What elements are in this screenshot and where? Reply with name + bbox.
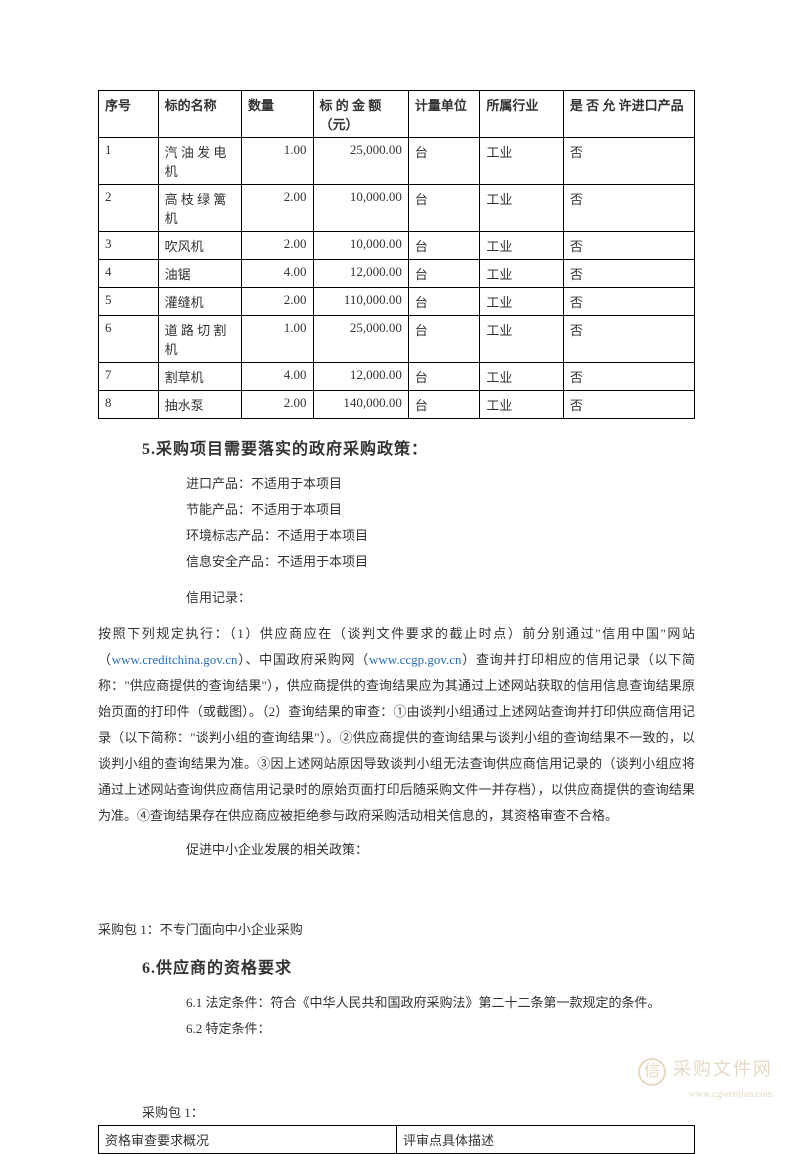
table-cell: 油锯 [158,260,241,288]
credit-paragraph: 按照下列规定执行：（1）供应商应在（谈判文件要求的截止时点）前分别通过"信用中国… [98,621,695,829]
table-cell: 台 [408,232,480,260]
table-cell: 台 [408,185,480,232]
table-cell: 工业 [480,363,563,391]
table-cell: 台 [408,391,480,419]
table-cell: 10,000.00 [313,185,408,232]
table-cell: 25,000.00 [313,138,408,185]
policy-line-2: 环境标志产品：不适用于本项目 [186,523,695,549]
table-header-4: 计量单位 [408,91,480,138]
link-ccgp: www.ccgp.gov.cn [369,652,462,667]
table-cell: 工业 [480,185,563,232]
table-cell: 否 [563,232,694,260]
table-cell: 12,000.00 [313,260,408,288]
table-cell: 工业 [480,138,563,185]
table-cell: 工业 [480,288,563,316]
policy-line-3: 信息安全产品：不适用于本项目 [186,549,695,575]
table-cell: 工业 [480,260,563,288]
table-cell: 否 [563,260,694,288]
table-row: 3吹风机2.0010,000.00台工业否 [99,232,695,260]
table-cell: 台 [408,138,480,185]
table-cell: 台 [408,288,480,316]
table-cell: 否 [563,363,694,391]
table-cell: 6 [99,316,159,363]
table-cell: 否 [563,288,694,316]
sme-policy: 促进中小企业发展的相关政策： [186,837,695,863]
table-cell: 台 [408,260,480,288]
table-cell: 5 [99,288,159,316]
pkg1-line: 采购包 1：不专门面向中小企业采购 [98,919,695,938]
table-cell: 否 [563,316,694,363]
table-cell: 4.00 [242,260,314,288]
table-cell: 否 [563,391,694,419]
policy-line-0: 进口产品：不适用于本项目 [186,471,695,497]
table-cell: 2 [99,185,159,232]
watermark-title: 采购文件网 [673,1059,773,1079]
table-header-3: 标 的 金 额（元） [313,91,408,138]
link-creditchina: www.creditchina.gov.cn [112,652,238,667]
table-row: 1汽 油 发 电机1.0025,000.00台工业否 [99,138,695,185]
table-cell: 抽水泵 [158,391,241,419]
section6-line1: 6.1 法定条件：符合《中华人民共和国政府采购法》第二十二条第一款规定的条件。 [186,990,695,1016]
section6-line2: 6.2 特定条件： [186,1016,695,1042]
table-cell: 7 [99,363,159,391]
para-part-4: ）查询并打印相应的信用记录（以下简称："供应商提供的查询结果"），供应商提供的查… [98,652,695,823]
table-cell: 台 [408,316,480,363]
table-cell: 台 [408,363,480,391]
table-cell: 2.00 [242,288,314,316]
table-cell: 25,000.00 [313,316,408,363]
table-cell: 2.00 [242,185,314,232]
table-cell: 1.00 [242,138,314,185]
table-cell: 割草机 [158,363,241,391]
table-cell: 4.00 [242,363,314,391]
table-row: 6道 路 切 割机1.0025,000.00台工业否 [99,316,695,363]
watermark-icon: 信 [638,1058,666,1086]
para-part-2: ）、中国政府采购网（ [237,652,369,667]
table-cell: 2.00 [242,391,314,419]
qualification-table: 资格审查要求概况 评审点具体描述 [98,1125,695,1154]
table-cell: 110,000.00 [313,288,408,316]
table-cell: 高 枝 绿 篱机 [158,185,241,232]
policy-list: 进口产品：不适用于本项目节能产品：不适用于本项目环境标志产品：不适用于本项目信息… [98,471,695,611]
section6-heading: 6.供应商的资格要求 [142,954,695,978]
table-cell: 工业 [480,316,563,363]
table-header-6: 是 否 允 许进口产品 [563,91,694,138]
table-cell: 8 [99,391,159,419]
table-row: 4油锯4.0012,000.00台工业否 [99,260,695,288]
table-cell: 工业 [480,391,563,419]
watermark-url: www.cgwenjian.com [689,1089,773,1100]
table-cell: 1.00 [242,316,314,363]
watermark: 信 采购文件网 www.cgwenjian.com [638,1058,773,1102]
table-cell: 道 路 切 割机 [158,316,241,363]
table-cell: 工业 [480,232,563,260]
table-cell: 140,000.00 [313,391,408,419]
policy-line-1: 节能产品：不适用于本项目 [186,497,695,523]
items-table: 序号标的名称数量标 的 金 额（元）计量单位所属行业是 否 允 许进口产品 1汽… [98,90,695,419]
policy-line-4: 信用记录： [186,585,695,611]
table-cell: 4 [99,260,159,288]
table-cell: 灌缝机 [158,288,241,316]
table-cell: 否 [563,185,694,232]
table-cell: 12,000.00 [313,363,408,391]
table-header-1: 标的名称 [158,91,241,138]
table-cell: 吹风机 [158,232,241,260]
section5-heading: 5.采购项目需要落实的政府采购政策： [142,435,695,459]
table-cell: 1 [99,138,159,185]
table-row: 8抽水泵2.00140,000.00台工业否 [99,391,695,419]
table-cell: 汽 油 发 电机 [158,138,241,185]
qual-col-0: 资格审查要求概况 [99,1126,397,1154]
table-row: 2高 枝 绿 篱机2.0010,000.00台工业否 [99,185,695,232]
table-header-2: 数量 [242,91,314,138]
table-cell: 10,000.00 [313,232,408,260]
qual-col-1: 评审点具体描述 [397,1126,695,1154]
table-cell: 否 [563,138,694,185]
table-cell: 3 [99,232,159,260]
table-header-5: 所属行业 [480,91,563,138]
pkg1-label: 采购包 1： [142,1102,695,1121]
table-row: 7割草机4.0012,000.00台工业否 [99,363,695,391]
table-header-0: 序号 [99,91,159,138]
table-cell: 2.00 [242,232,314,260]
table-row: 5灌缝机2.00110,000.00台工业否 [99,288,695,316]
